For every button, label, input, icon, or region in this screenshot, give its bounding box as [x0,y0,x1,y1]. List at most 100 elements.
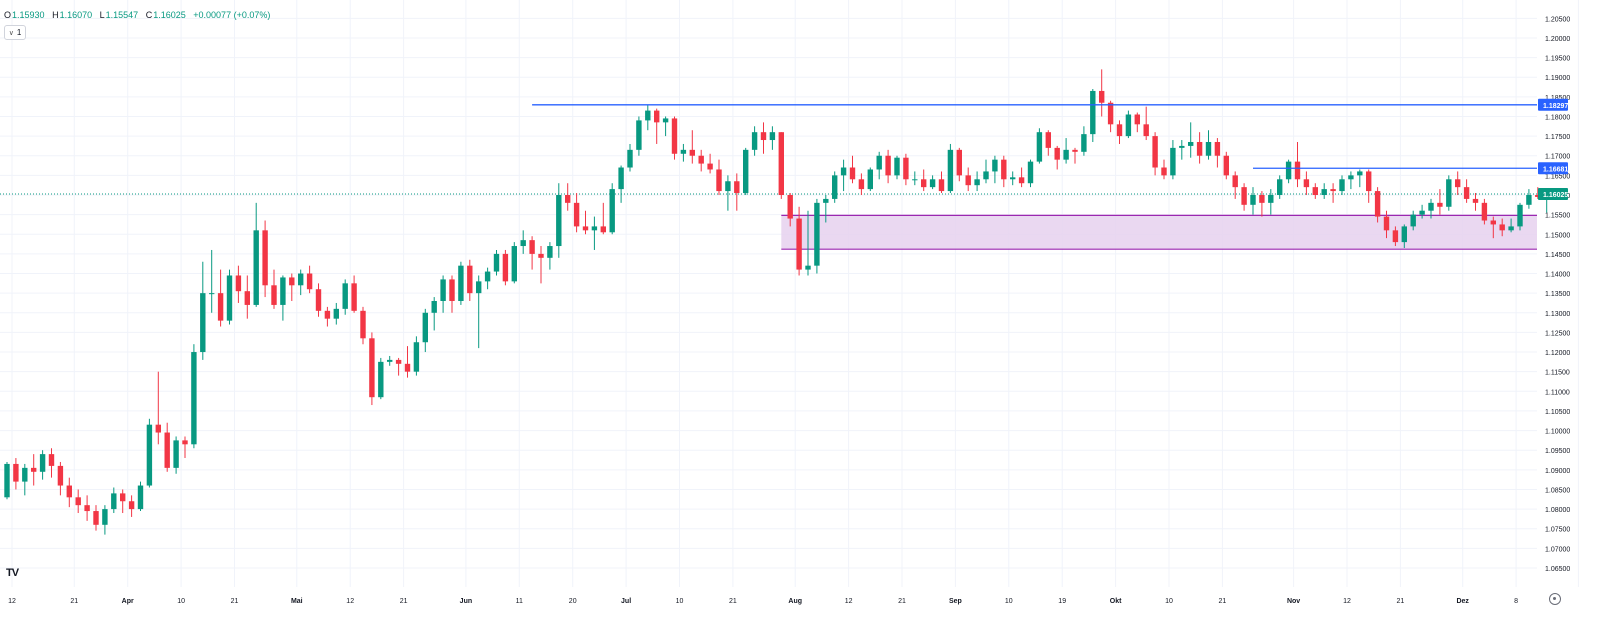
price-tick-label: 1.13500 [1545,291,1570,298]
time-tick-label: 12 [845,598,853,605]
interval-toggle-button[interactable]: ∨ 1 [4,25,26,40]
candle-body [1116,124,1123,137]
candle [1152,132,1158,176]
candle-body [1027,161,1034,184]
candle [387,355,393,366]
price-tick-label: 1.20500 [1545,16,1570,23]
candle-body [164,432,170,468]
low-value: 1.15547 [105,10,139,20]
candle-body [760,132,767,141]
settings-gear-icon[interactable] [1549,593,1561,605]
high-label: H [52,10,59,20]
candle-body [956,149,962,176]
candle [1196,132,1203,164]
time-tick-label: 10 [1165,598,1173,605]
level-price-badge: 1.18297 [1538,98,1568,111]
candle [1232,171,1238,199]
candle-body [1312,187,1318,195]
candle [360,306,366,345]
candle-body [191,352,197,445]
candle-body [1517,204,1523,227]
candle-body [680,149,687,154]
candle-body [903,157,909,180]
candle-body [814,202,820,266]
candle-body [360,310,366,339]
candle [1374,187,1381,223]
price-tick-label: 1.17500 [1545,134,1570,141]
candle [31,454,37,486]
time-tick-label: 21 [70,598,78,605]
candle-body [1090,90,1096,135]
price-tick-label: 1.20000 [1545,36,1570,43]
candle [1072,147,1078,164]
candle [173,436,179,474]
price-tick-label: 1.07500 [1545,527,1570,534]
candle [1010,171,1016,186]
candle [1321,183,1327,199]
price-axis: 1.20500 1.20000 1.19500 1.19000 1.18500 1.180… [1545,16,1570,573]
candle-body [75,497,81,506]
candle-body [725,181,731,192]
price-tick-label: 1.09500 [1545,448,1570,455]
candle [155,371,161,445]
candle-body [1277,179,1283,195]
candle-body [778,132,784,195]
candle [947,143,954,194]
candle [778,132,784,199]
candle [1472,193,1479,211]
time-tick-label: Jul [621,598,631,605]
support-zone [781,215,1537,250]
candle [1499,218,1505,237]
candle [1214,138,1221,168]
candle-body [716,169,722,192]
candle-body [983,171,989,180]
candle-body [591,226,598,231]
candle [1463,179,1470,203]
candle-body [609,189,615,233]
candle [1285,159,1292,184]
current-price-badge: 1.16025 [1538,188,1568,201]
candle-body [689,149,695,156]
candle [1446,175,1452,211]
candle [476,275,482,349]
candle-body [734,181,740,194]
time-tick-label: Dez [1456,598,1469,605]
candle-body [1374,191,1381,217]
candle [502,249,509,286]
candle-body [289,277,295,286]
candle [440,275,446,313]
price-tick-label: 1.19500 [1545,56,1570,63]
candle-body [467,265,473,294]
candle [1348,171,1354,190]
candle [618,165,624,203]
candle-body [1294,161,1301,180]
candle-body [1383,216,1390,231]
candle [743,147,749,195]
candle [751,126,758,156]
candle-body [440,279,446,302]
candle [280,275,286,321]
candle-body [1152,136,1158,168]
candle-body [1179,145,1185,148]
candle [965,167,971,192]
candle [93,505,99,531]
candle-body [654,110,660,123]
price-tick-label: 1.12000 [1545,350,1570,357]
candle-body [84,505,90,512]
candle-body [840,167,847,176]
candle [378,357,384,400]
candle [573,193,580,233]
candle-body [1063,149,1069,160]
candle-body [573,202,580,227]
candle [832,171,838,203]
candle-body [921,179,927,188]
candle [298,269,304,296]
candle [938,171,945,194]
candle-body [31,467,37,472]
candle-body [333,308,339,319]
candle [511,242,517,284]
time-tick-label: 12 [346,598,354,605]
candle [449,275,455,313]
time-axis: 12 21 Apr 10 21 Mai 12 21 Jun 11 20 Jul 10 21 Aug 12 21 S… [8,598,1518,605]
